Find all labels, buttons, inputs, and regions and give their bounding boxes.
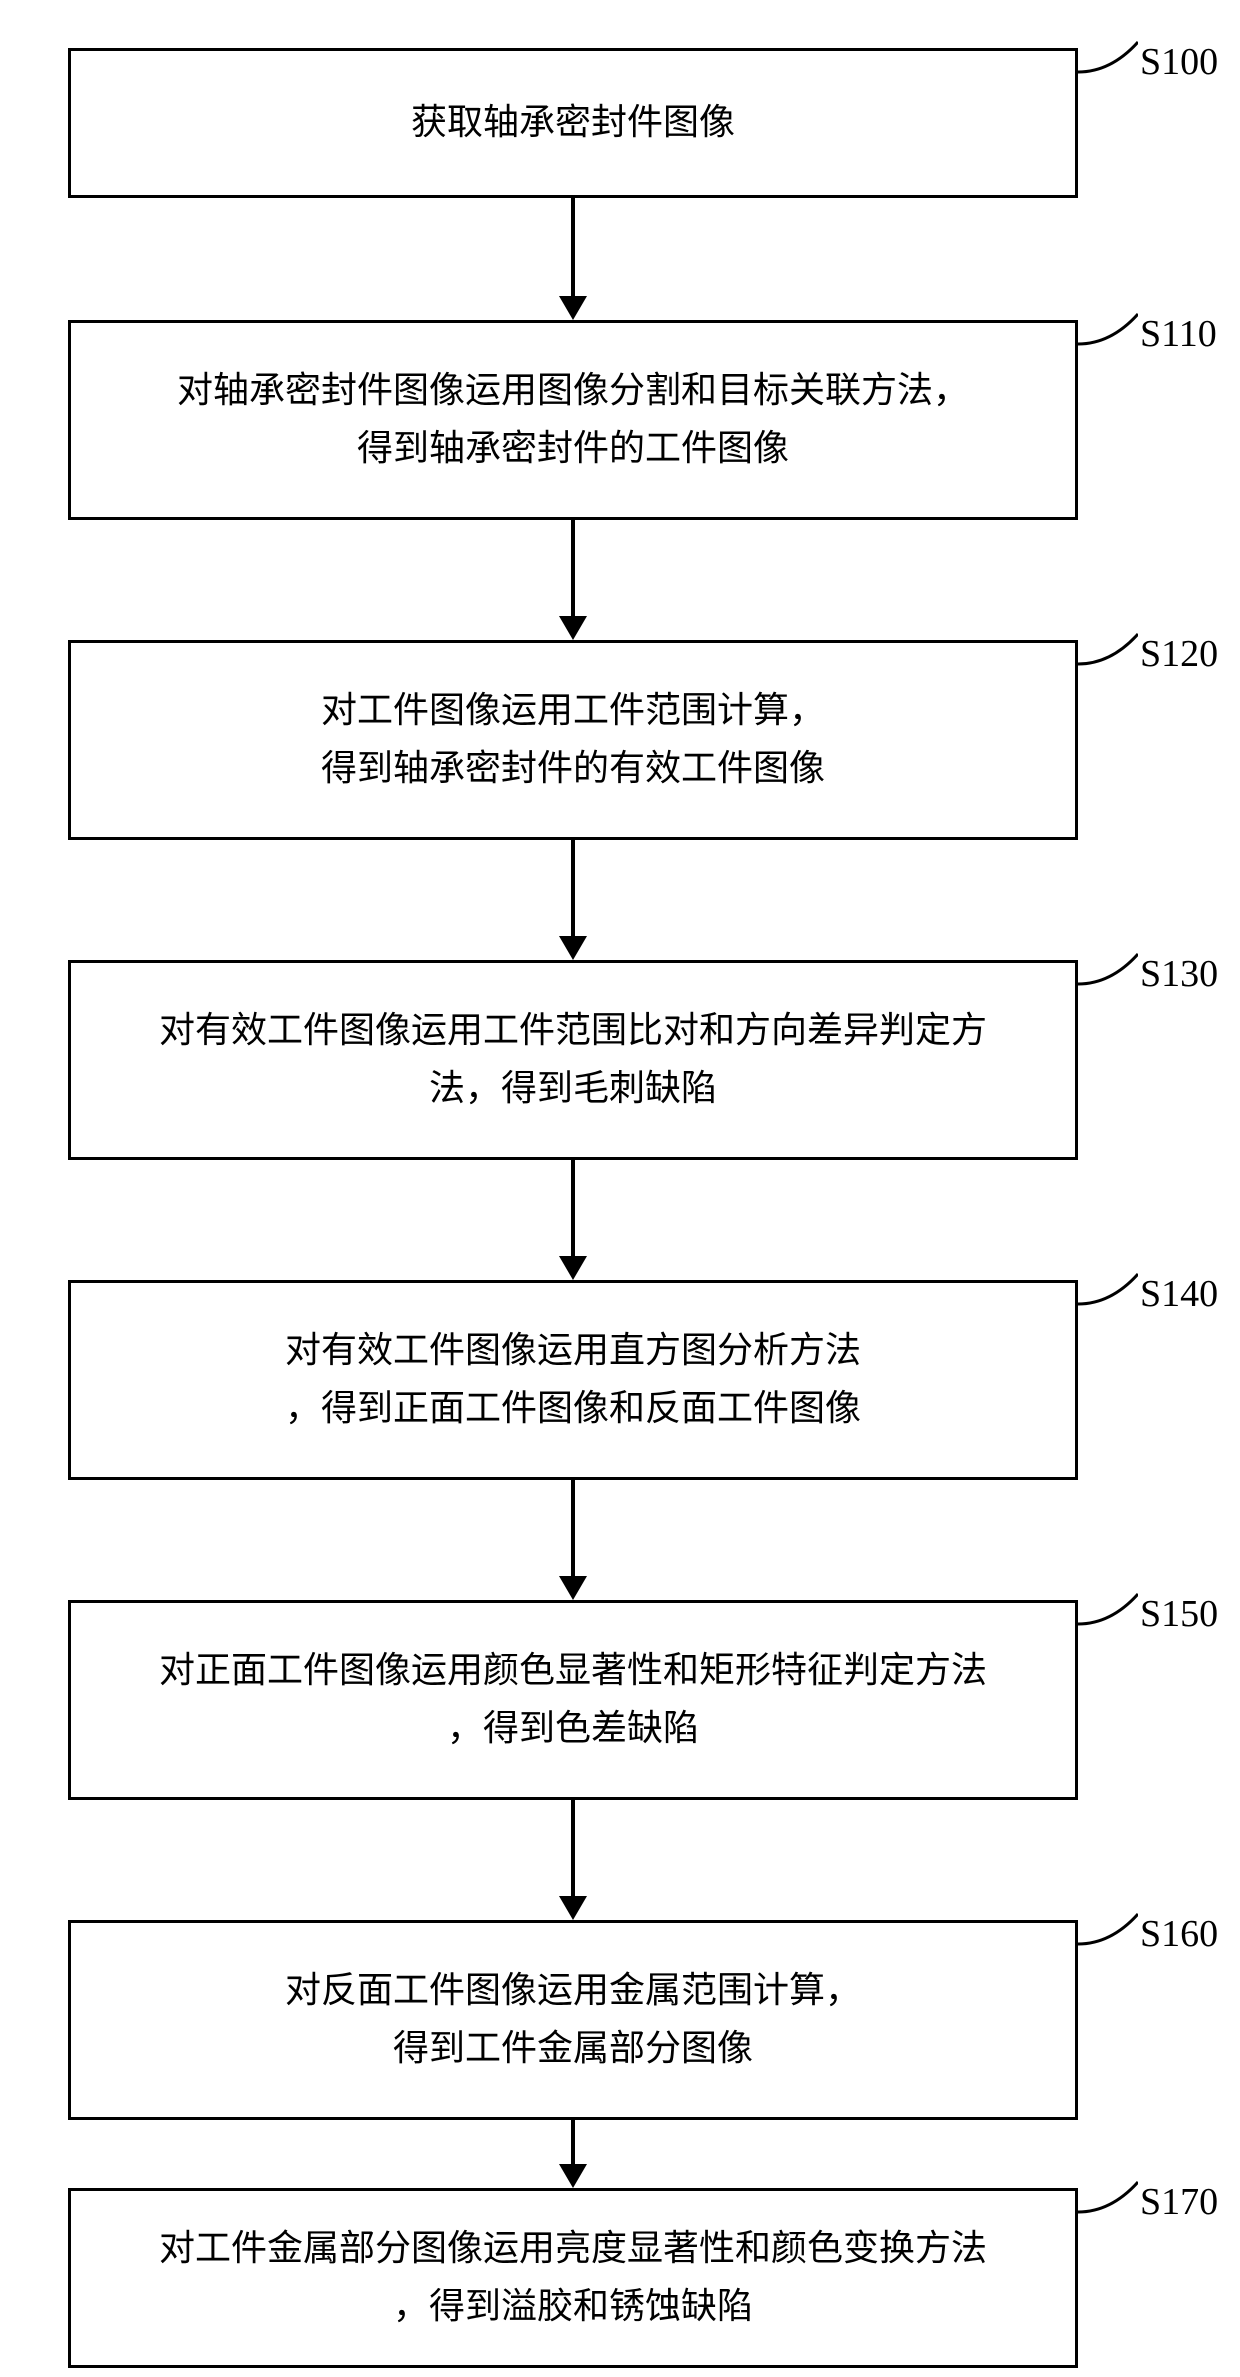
flow-node-s150: 对正面工件图像运用颜色显著性和矩形特征判定方法 ，得到色差缺陷 bbox=[68, 1600, 1078, 1800]
arrowhead-icon bbox=[559, 1256, 587, 1280]
flow-node-s170: 对工件金属部分图像运用亮度显著性和颜色变换方法 ，得到溢胶和锈蚀缺陷 bbox=[68, 2188, 1078, 2368]
flow-node-text: 对轴承密封件图像运用图像分割和目标关联方法， 得到轴承密封件的工件图像 bbox=[177, 362, 969, 477]
arrowhead-icon bbox=[559, 1896, 587, 1920]
connector-s100-s110 bbox=[559, 198, 587, 320]
bracket-s150 bbox=[1078, 1590, 1138, 1634]
arrowhead-icon bbox=[559, 2164, 587, 2188]
connector-line bbox=[571, 1480, 575, 1576]
bracket-s170 bbox=[1078, 2178, 1138, 2222]
flowchart-canvas: 获取轴承密封件图像 S100 对轴承密封件图像运用图像分割和目标关联方法， 得到轴承… bbox=[0, 0, 1240, 2377]
step-label-s160: S160 bbox=[1140, 1912, 1218, 1956]
flow-node-s120: 对工件图像运用工件范围计算， 得到轴承密封件的有效工件图像 bbox=[68, 640, 1078, 840]
arrowhead-icon bbox=[559, 1576, 587, 1600]
connector-s130-s140 bbox=[559, 1160, 587, 1280]
flow-node-text: 对有效工件图像运用工件范围比对和方向差异判定方 法，得到毛刺缺陷 bbox=[159, 1002, 987, 1117]
flow-node-text: 对有效工件图像运用直方图分析方法 ，得到正面工件图像和反面工件图像 bbox=[285, 1322, 861, 1437]
step-label-s130: S130 bbox=[1140, 952, 1218, 996]
bracket-s120 bbox=[1078, 630, 1138, 674]
flow-node-s140: 对有效工件图像运用直方图分析方法 ，得到正面工件图像和反面工件图像 bbox=[68, 1280, 1078, 1480]
flow-node-text: 对工件金属部分图像运用亮度显著性和颜色变换方法 ，得到溢胶和锈蚀缺陷 bbox=[159, 2220, 987, 2335]
flow-node-s130: 对有效工件图像运用工件范围比对和方向差异判定方 法，得到毛刺缺陷 bbox=[68, 960, 1078, 1160]
flow-node-s110: 对轴承密封件图像运用图像分割和目标关联方法， 得到轴承密封件的工件图像 bbox=[68, 320, 1078, 520]
step-label-s150: S150 bbox=[1140, 1592, 1218, 1636]
connector-line bbox=[571, 198, 575, 296]
bracket-s130 bbox=[1078, 950, 1138, 994]
bracket-s110 bbox=[1078, 310, 1138, 354]
flow-node-text: 对正面工件图像运用颜色显著性和矩形特征判定方法 ，得到色差缺陷 bbox=[159, 1642, 987, 1757]
flow-node-text: 对反面工件图像运用金属范围计算， 得到工件金属部分图像 bbox=[285, 1962, 861, 2077]
flow-node-s160: 对反面工件图像运用金属范围计算， 得到工件金属部分图像 bbox=[68, 1920, 1078, 2120]
step-label-s120: S120 bbox=[1140, 632, 1218, 676]
connector-line bbox=[571, 1800, 575, 1896]
connector-s160-s170 bbox=[559, 2120, 587, 2188]
step-label-s170: S170 bbox=[1140, 2180, 1218, 2224]
connector-s150-s160 bbox=[559, 1800, 587, 1920]
arrowhead-icon bbox=[559, 296, 587, 320]
bracket-s100 bbox=[1078, 38, 1138, 82]
flow-node-text: 获取轴承密封件图像 bbox=[411, 94, 735, 152]
flow-node-s100: 获取轴承密封件图像 bbox=[68, 48, 1078, 198]
connector-line bbox=[571, 840, 575, 936]
bracket-s160 bbox=[1078, 1910, 1138, 1954]
flow-node-text: 对工件图像运用工件范围计算， 得到轴承密封件的有效工件图像 bbox=[321, 682, 825, 797]
arrowhead-icon bbox=[559, 616, 587, 640]
connector-line bbox=[571, 520, 575, 616]
step-label-s110: S110 bbox=[1140, 312, 1217, 356]
connector-s110-s120 bbox=[559, 520, 587, 640]
connector-s120-s130 bbox=[559, 840, 587, 960]
arrowhead-icon bbox=[559, 936, 587, 960]
step-label-s100: S100 bbox=[1140, 40, 1218, 84]
bracket-s140 bbox=[1078, 1270, 1138, 1314]
connector-line bbox=[571, 2120, 575, 2164]
connector-s140-s150 bbox=[559, 1480, 587, 1600]
connector-line bbox=[571, 1160, 575, 1256]
step-label-s140: S140 bbox=[1140, 1272, 1218, 1316]
